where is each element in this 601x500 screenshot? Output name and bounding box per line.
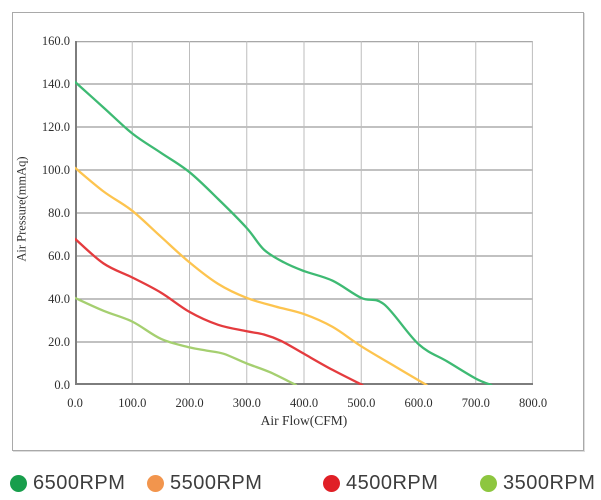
x-tick-label: 400.0 [289,396,319,410]
y-axis-title-text: Air Pressure(mmAq) [14,156,29,262]
series-line-4500rpm [75,237,364,385]
y-tick-label: 0.0 [54,378,70,392]
x-tick-label: 700.0 [461,396,490,410]
legend-item-3500rpm: 3500RPM [480,468,595,498]
legend-label-4500rpm: 4500RPM [346,472,439,494]
plot-container [75,41,533,385]
y-tick-label: 140.0 [41,77,70,91]
y-tick-label: 60.0 [48,249,70,263]
y-tick-label: 100.0 [41,163,70,177]
legend-item-5500rpm: 5500RPM [147,468,262,498]
legend-dot-4500rpm [323,474,340,492]
y-tick-label: 120.0 [41,120,70,134]
legend-label-6500rpm: 6500RPM [33,472,126,494]
legend-dot-3500rpm [480,474,497,492]
series-line-3500rpm [75,296,298,385]
x-axis-title: Air Flow(CFM) [260,413,348,428]
x-tick-label: 500.0 [347,396,376,410]
legend-item-6500rpm: 6500RPM [10,468,125,498]
plot-area [75,41,533,385]
chart-frame [12,12,584,451]
series-line-5500rpm [75,166,428,385]
x-tick-label: 100.0 [118,396,147,410]
x-tick-label: 600.0 [404,396,433,410]
legend-dot-5500rpm [147,474,164,492]
y-tick-label: 20.0 [48,335,70,349]
legend-label-3500rpm: 3500RPM [503,472,596,494]
legend-item-4500rpm: 4500RPM [323,468,438,498]
x-tick-label: 0.0 [67,396,83,410]
x-tick-label: 300.0 [232,396,261,410]
legend: 6500RPM 5500RPM 4500RPM 3500RPM [0,468,601,498]
y-tick-label: 80.0 [48,206,70,220]
legend-dot-6500rpm [10,474,27,492]
x-tick-label: 200.0 [175,396,204,410]
legend-label-5500rpm: 5500RPM [170,472,263,494]
series-line-6500rpm [75,80,493,385]
y-tick-label: 40.0 [48,292,70,306]
x-tick-label: 800.0 [518,396,548,410]
y-tick-label: 160.0 [41,34,70,48]
